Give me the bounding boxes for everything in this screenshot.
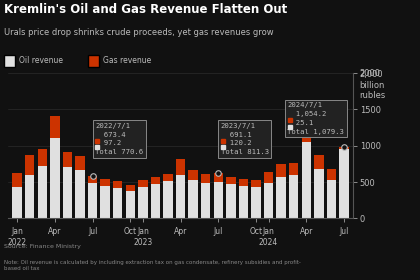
Bar — [176, 175, 185, 218]
Bar — [276, 177, 286, 218]
Bar — [100, 186, 110, 218]
Bar — [289, 163, 299, 175]
Bar — [50, 116, 60, 138]
Bar — [163, 174, 173, 181]
Bar — [25, 175, 34, 218]
Bar — [251, 180, 261, 187]
Bar — [151, 184, 160, 218]
Text: Source: Finance Ministry: Source: Finance Ministry — [4, 244, 81, 249]
Bar — [75, 170, 85, 218]
Bar — [214, 182, 223, 218]
Bar — [327, 180, 336, 218]
Bar — [302, 142, 311, 218]
Bar — [264, 172, 273, 183]
Bar — [151, 177, 160, 184]
Bar — [289, 175, 299, 218]
Bar — [113, 188, 123, 218]
Bar — [113, 181, 123, 188]
Bar — [189, 170, 198, 180]
Bar — [264, 183, 273, 218]
Bar — [50, 138, 60, 218]
Bar — [239, 186, 248, 218]
Text: Urals price drop shrinks crude proceeds, yet gas revenues grow: Urals price drop shrinks crude proceeds,… — [4, 28, 274, 37]
Bar — [25, 155, 34, 175]
Bar — [189, 180, 198, 218]
Bar — [226, 184, 236, 218]
Bar — [339, 149, 349, 218]
Bar — [239, 179, 248, 186]
Bar — [100, 179, 110, 186]
Bar — [13, 173, 22, 187]
Bar — [314, 155, 323, 169]
Bar — [201, 183, 210, 218]
Bar — [126, 191, 135, 218]
Bar — [302, 123, 311, 142]
Text: billion: billion — [359, 81, 384, 90]
Bar — [276, 164, 286, 177]
Text: Gas revenue: Gas revenue — [103, 56, 151, 65]
Bar — [88, 183, 97, 218]
Bar — [163, 181, 173, 218]
Bar — [176, 159, 185, 175]
Bar — [126, 185, 135, 191]
Text: rubles: rubles — [359, 91, 386, 100]
Bar — [339, 148, 349, 149]
Text: Oil revenue: Oil revenue — [19, 56, 63, 65]
Text: 2023/7/1
  691.1
  120.2
Total 811.3: 2023/7/1 691.1 120.2 Total 811.3 — [221, 123, 269, 155]
Bar — [13, 187, 22, 218]
Bar — [251, 187, 261, 218]
Text: 2,000: 2,000 — [359, 70, 383, 79]
Text: 2022/7/1
  673.4
  97.2
Total 770.6: 2022/7/1 673.4 97.2 Total 770.6 — [95, 123, 143, 155]
Bar — [38, 149, 47, 166]
Bar — [314, 169, 323, 218]
Text: Kremlin's Oil and Gas Revenue Flatten Out: Kremlin's Oil and Gas Revenue Flatten Ou… — [4, 3, 287, 16]
Text: 2024/7/1
  1,054.2
  25.1
Total 1,079.3: 2024/7/1 1,054.2 25.1 Total 1,079.3 — [287, 102, 344, 135]
Bar — [327, 169, 336, 180]
Bar — [214, 173, 223, 182]
Bar — [226, 177, 236, 184]
Bar — [138, 187, 147, 218]
Bar — [201, 174, 210, 183]
Text: Note: Oil revenue is calculated by including extraction tax on gas condensate, r: Note: Oil revenue is calculated by inclu… — [4, 260, 301, 271]
Bar — [75, 156, 85, 170]
Bar — [63, 152, 72, 167]
Bar — [138, 180, 147, 187]
Bar — [63, 167, 72, 218]
Bar — [38, 166, 47, 218]
Bar — [88, 176, 97, 183]
